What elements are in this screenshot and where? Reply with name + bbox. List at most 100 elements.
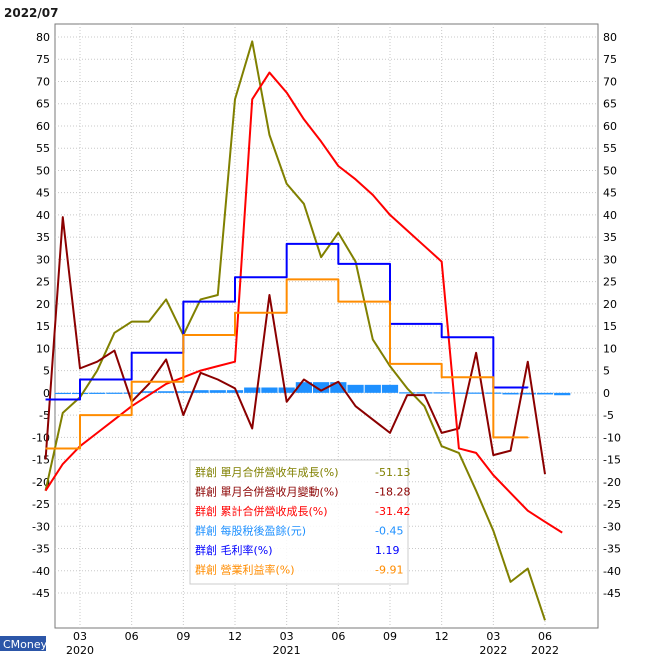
y-tick-label-left: 0 xyxy=(43,387,50,400)
y-tick-label-left: 5 xyxy=(43,365,50,378)
y-tick-label-right: 60 xyxy=(603,120,617,133)
y-axis-right: 80757065605550454035302520151050-5-10-15… xyxy=(603,31,621,600)
y-tick-label-right: 10 xyxy=(603,342,617,355)
y-tick-label-right: 55 xyxy=(603,142,617,155)
y-tick-label-left: 35 xyxy=(36,231,50,244)
y-tick-label-left: 30 xyxy=(36,253,50,266)
y-tick-label-left: 80 xyxy=(36,31,50,44)
legend-entry-name: 群創 每股稅後盈餘(元) xyxy=(195,524,306,538)
y-tick-label-left: 75 xyxy=(36,53,50,66)
eps-bar xyxy=(347,384,364,393)
eps-bar xyxy=(278,387,295,393)
y-tick-label-right: -20 xyxy=(603,476,621,489)
eps-bar xyxy=(416,392,433,394)
eps-bar xyxy=(433,392,450,394)
y-tick-label-left: 70 xyxy=(36,75,50,88)
series-lines xyxy=(44,40,563,621)
y-tick-label-left: 15 xyxy=(36,320,50,333)
eps-bar xyxy=(295,382,312,393)
legend-entry-value: -31.42 xyxy=(375,505,410,518)
y-axis-left: 80757065605550454035302520151050-5-10-15… xyxy=(32,31,50,600)
series-line-4 xyxy=(45,242,529,401)
eps-bar xyxy=(140,391,157,393)
legend-entry-value: -9.91 xyxy=(375,564,403,577)
x-tick-month: 12 xyxy=(228,630,242,643)
legend-entry-name: 群創 單月合併營收年成長(%) xyxy=(195,465,339,479)
y-tick-label-left: 50 xyxy=(36,164,50,177)
y-tick-label-left: -10 xyxy=(32,431,50,444)
y-tick-label-left: -25 xyxy=(32,498,50,511)
y-tick-label-left: -15 xyxy=(32,454,50,467)
y-tick-label-right: 80 xyxy=(603,31,617,44)
y-tick-label-left: -45 xyxy=(32,587,50,600)
x-tick-month: 03 xyxy=(486,630,500,643)
eps-bar xyxy=(106,392,123,394)
y-tick-label-right: 50 xyxy=(603,164,617,177)
series-line-1 xyxy=(44,216,546,475)
y-tick-label-right: 40 xyxy=(603,209,617,222)
legend-entry-name: 群創 營業利益率(%) xyxy=(195,563,295,577)
y-tick-label-left: 40 xyxy=(36,209,50,222)
legend-entry-value: -0.45 xyxy=(375,525,403,538)
x-tick-year: 2021 xyxy=(273,644,301,657)
y-tick-label-right: 15 xyxy=(603,320,617,333)
eps-bar xyxy=(364,384,381,393)
eps-bar xyxy=(226,390,244,393)
y-tick-label-left: 60 xyxy=(36,120,50,133)
y-tick-label-right: -40 xyxy=(603,565,621,578)
eps-bar xyxy=(313,382,330,393)
eps-bar xyxy=(536,392,554,395)
y-tick-label-right: 30 xyxy=(603,253,617,266)
y-tick-label-left: 45 xyxy=(36,187,50,200)
legend-entry-value: -18.28 xyxy=(375,486,410,499)
x-tick-month: 03 xyxy=(73,630,87,643)
y-tick-label-right: -5 xyxy=(603,409,614,422)
legend-entry-value: -51.13 xyxy=(375,466,410,479)
eps-bar xyxy=(244,387,261,393)
y-tick-label-left: 10 xyxy=(36,342,50,355)
y-tick-label-right: -25 xyxy=(603,498,621,511)
eps-bar xyxy=(261,387,278,393)
y-tick-label-right: 65 xyxy=(603,98,617,111)
y-tick-label-left: 25 xyxy=(36,276,50,289)
y-tick-label-left: 65 xyxy=(36,98,50,111)
y-tick-label-right: 0 xyxy=(603,387,610,400)
eps-bar xyxy=(399,392,416,394)
series-line-5 xyxy=(45,278,529,450)
x-tick-month: 12 xyxy=(435,630,449,643)
date-label: 2022/07 xyxy=(4,6,58,20)
legend-box xyxy=(189,459,409,585)
eps-bar xyxy=(554,392,571,396)
x-tick-year: 2022 xyxy=(531,644,559,657)
eps-bar xyxy=(192,390,209,393)
x-tick-month: 06 xyxy=(538,630,552,643)
legend-entry-name: 群創 累計合併營收成長(%) xyxy=(195,504,328,518)
y-tick-label-left: -30 xyxy=(32,520,50,533)
eps-bar xyxy=(175,391,192,393)
y-tick-label-right: 75 xyxy=(603,53,617,66)
x-tick-month: 03 xyxy=(280,630,294,643)
y-tick-label-right: -35 xyxy=(603,543,621,556)
y-tick-label-left: -35 xyxy=(32,543,50,556)
y-tick-label-right: -30 xyxy=(603,520,621,533)
eps-bar xyxy=(502,392,519,395)
eps-bar xyxy=(381,384,399,393)
y-tick-label-left: -5 xyxy=(39,409,50,422)
eps-bar xyxy=(450,392,467,394)
x-tick-month: 06 xyxy=(331,630,345,643)
eps-bar xyxy=(468,392,485,394)
legend: 群創 單月合併營收年成長(%) -51.13 群創 單月合併營收月變動(%) -18.… xyxy=(189,459,410,585)
y-tick-label-right: 45 xyxy=(603,187,617,200)
legend-entry-name: 群創 單月合併營收月變動(%) xyxy=(195,485,339,499)
y-tick-label-right: 20 xyxy=(603,298,617,311)
eps-bar xyxy=(89,392,106,394)
y-tick-label-left: -40 xyxy=(32,565,50,578)
x-tick-month: 09 xyxy=(176,630,190,643)
x-tick-month: 06 xyxy=(125,630,139,643)
y-tick-label-right: -15 xyxy=(603,454,621,467)
legend-entry-name: 群創 毛利率(%) xyxy=(195,543,273,557)
eps-bar xyxy=(330,382,347,393)
y-tick-label-left: -20 xyxy=(32,476,50,489)
